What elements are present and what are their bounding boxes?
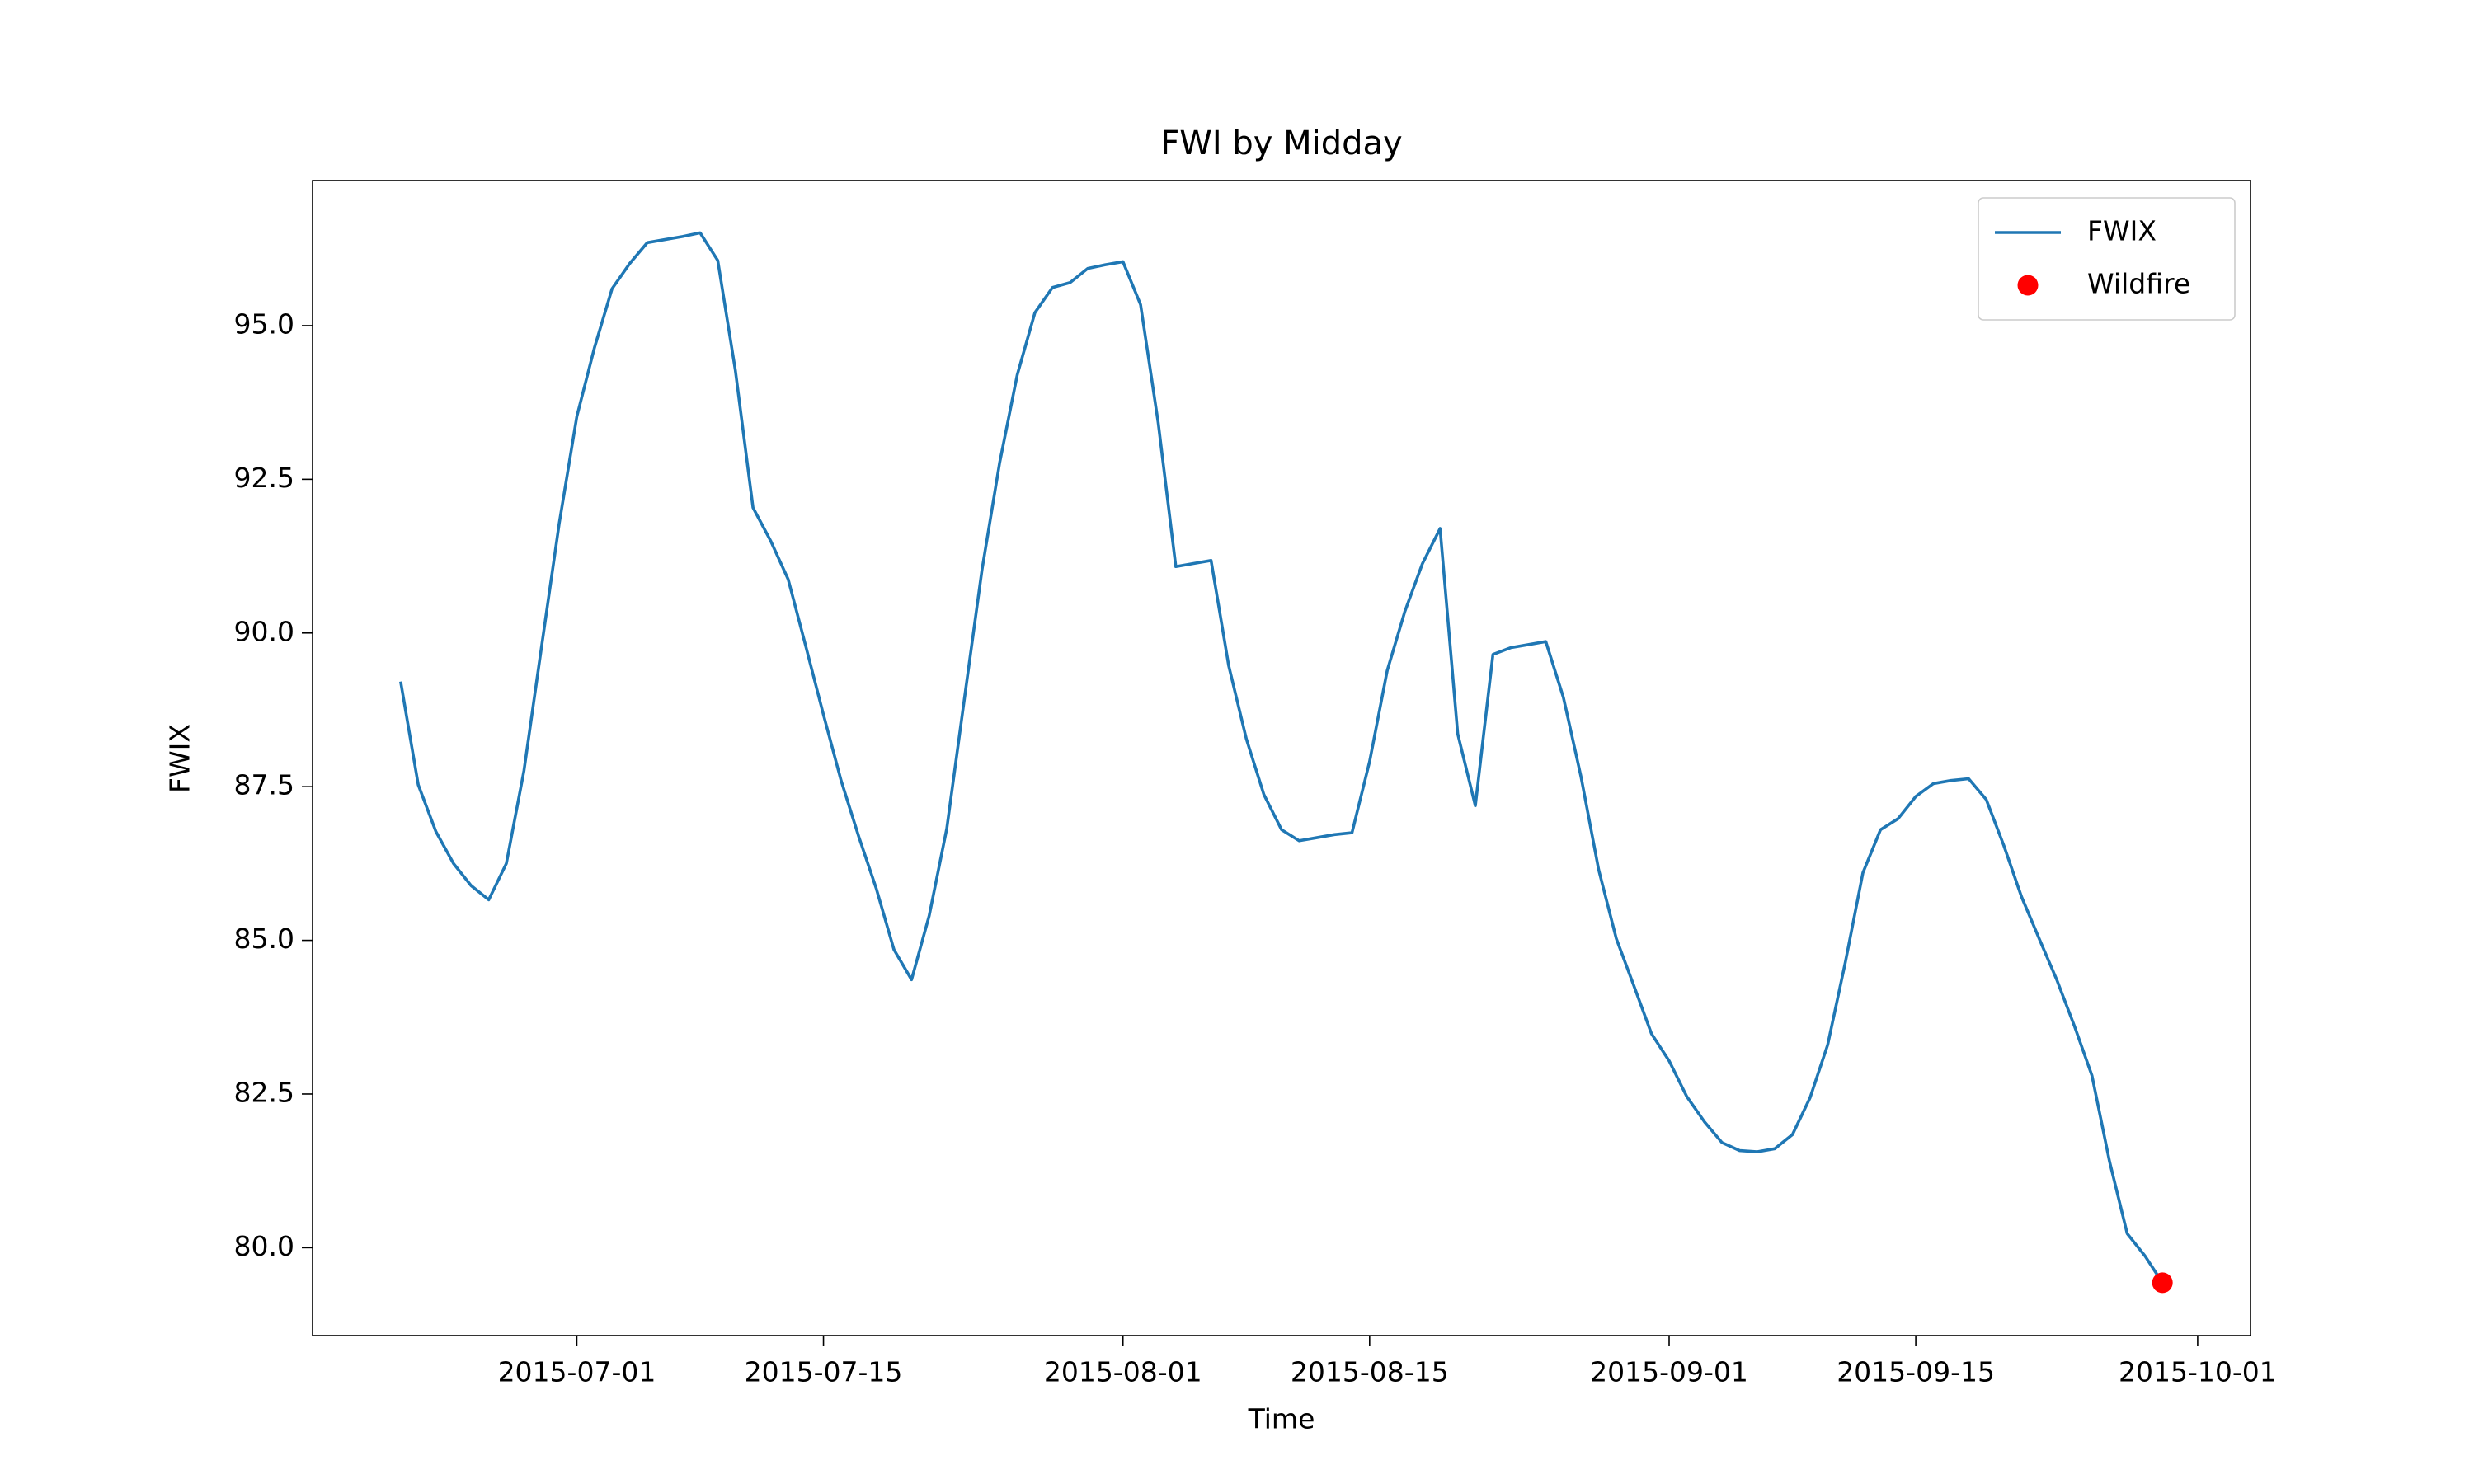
y-tick-label: 90.0 — [234, 615, 294, 647]
x-tick-label: 2015-09-15 — [1837, 1356, 1995, 1388]
y-tick-label: 82.5 — [234, 1076, 294, 1108]
plot-frame — [312, 180, 2251, 1336]
x-tick-label: 2015-08-01 — [1044, 1356, 1202, 1388]
x-tick-label: 2015-09-01 — [1590, 1356, 1748, 1388]
data-point — [2152, 1272, 2173, 1294]
x-tick-label: 2015-07-15 — [745, 1356, 903, 1388]
y-tick-label: 87.5 — [234, 769, 294, 801]
x-axis-label: Time — [1248, 1403, 1315, 1435]
y-axis-label: FWIX — [164, 724, 196, 793]
legend-label: FWIX — [2087, 215, 2157, 247]
x-tick-label: 2015-10-01 — [2119, 1356, 2277, 1388]
x-tick-label: 2015-07-01 — [498, 1356, 656, 1388]
y-tick-label: 95.0 — [234, 308, 294, 340]
data-line — [399, 231, 2164, 1284]
y-tick-label: 80.0 — [234, 1230, 294, 1262]
chart-title: FWI by Midday — [1160, 124, 1402, 162]
x-tick-label: 2015-08-15 — [1291, 1356, 1449, 1388]
legend-box — [1978, 197, 2236, 321]
y-tick-label: 85.0 — [234, 923, 294, 955]
legend-marker — [2017, 275, 2039, 296]
legend-label: Wildfire — [2087, 268, 2190, 300]
y-tick-label: 92.5 — [234, 462, 294, 494]
